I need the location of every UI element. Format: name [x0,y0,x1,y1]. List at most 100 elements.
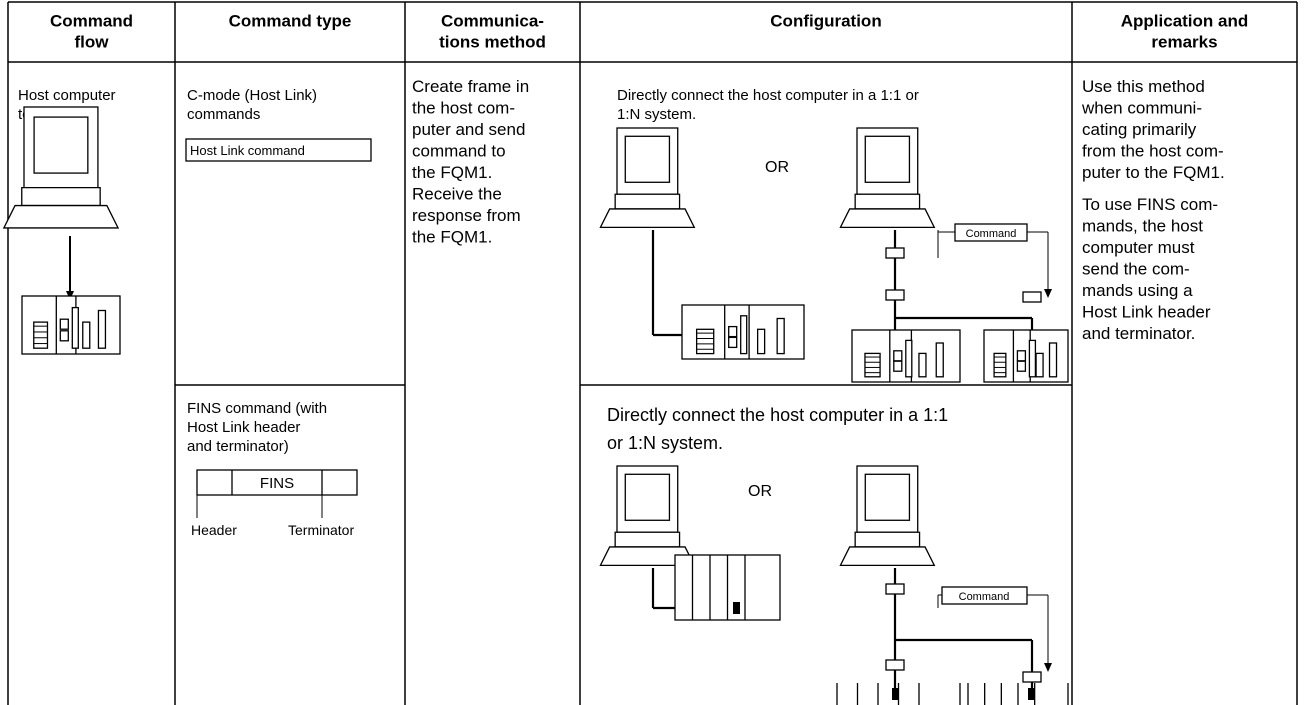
cell-text: the host com- [412,99,515,118]
frame-box [196,469,358,496]
unit [918,352,927,378]
port [892,688,899,700]
cell-text: Host Link header [187,419,300,436]
frame-box [185,138,372,162]
screen [624,135,671,183]
frame-label: Host Link command [190,143,305,158]
computer-base [854,531,921,548]
unit [82,321,91,349]
port [733,602,740,614]
screen [864,473,911,521]
module [864,352,881,378]
cell-text: the FQM1. [412,228,492,247]
cell-text: from the host com- [1082,142,1224,161]
cell-text: To use FINS com- [1082,195,1218,214]
coupler [1022,671,1042,683]
column-header: Command type [229,11,352,30]
port [728,325,738,338]
cell-text: and terminator) [187,438,289,455]
port [893,350,903,362]
frame-label: Header [191,522,237,538]
cell-text: 1:N system. [617,106,696,123]
cell-text: C-mode (Host Link) [187,87,317,104]
column-header: Communica- [441,11,544,30]
port [1016,360,1027,372]
cell-text: mands, the host [1082,217,1203,236]
cell-text: when communi- [1081,99,1202,118]
coupler [1022,291,1042,303]
screen [33,116,89,174]
keyboard [2,204,120,229]
cell-text: command to [412,142,506,161]
coupler [885,659,905,671]
cell-text: mands using a [1082,281,1193,300]
table-grid [7,1,1298,705]
unit [71,306,79,349]
cell-text: send the com- [1082,260,1190,279]
cell-text: Host Link header [1082,303,1211,322]
port [59,330,69,342]
cell-text: Directly connect the host computer in a … [617,87,919,104]
port [728,336,738,349]
keyboard [599,208,696,229]
unit [740,315,748,355]
port [1016,350,1027,362]
keyboard [599,546,696,567]
module [993,352,1007,378]
unit [756,328,766,355]
frame-label: FINS [260,475,294,492]
port [893,360,903,372]
coupler [885,289,905,301]
cell-text: and terminator. [1082,324,1195,343]
port [59,318,69,330]
unit [97,309,107,349]
unit [935,342,944,378]
cell-text: or 1:N system. [607,433,723,453]
arrow-head [1044,289,1052,298]
screen [864,135,911,183]
column-header: tions method [439,32,546,51]
unit [1035,352,1044,378]
cell-text: cating primarily [1082,120,1197,139]
cell-text: Use this method [1082,77,1205,96]
port [1028,688,1035,700]
module [33,321,49,349]
cell-text: FINS command (with [187,400,327,417]
column-header: Application and [1121,11,1249,30]
cell-text: puter to the FQM1. [1082,163,1225,182]
column-header: flow [75,32,110,51]
unit [776,317,785,355]
command-label: Command [959,591,1010,603]
keyboard [839,546,936,567]
or-label: OR [748,483,772,500]
module [695,328,715,355]
column-header: Configuration [770,11,881,30]
unit [1028,339,1037,378]
frame-label: Terminator [288,522,354,538]
coupler [885,583,905,595]
cell-text: response from [412,206,521,225]
or-label: OR [765,159,789,176]
cell-text: computer must [1082,238,1195,257]
cell-text: puter and send [412,120,525,139]
computer-base [21,186,101,207]
computer-base [614,193,681,210]
computer-base [614,531,681,548]
cell-text: the FQM1. [412,163,492,182]
cell-text: Host computer [18,87,116,104]
computer-base [854,193,921,210]
cell-text: Create frame in [412,77,529,96]
arrow-head [1044,663,1052,672]
cell-text: Directly connect the host computer in a … [607,405,948,425]
screen [624,473,671,521]
cell-text: Receive the [412,185,502,204]
unit [1048,342,1058,378]
column-header: remarks [1151,32,1217,51]
command-label: Command [966,228,1017,240]
coupler [885,247,905,259]
cell-text: commands [187,106,260,123]
column-header: Command [50,11,133,30]
unit [905,339,913,378]
keyboard [839,208,936,229]
